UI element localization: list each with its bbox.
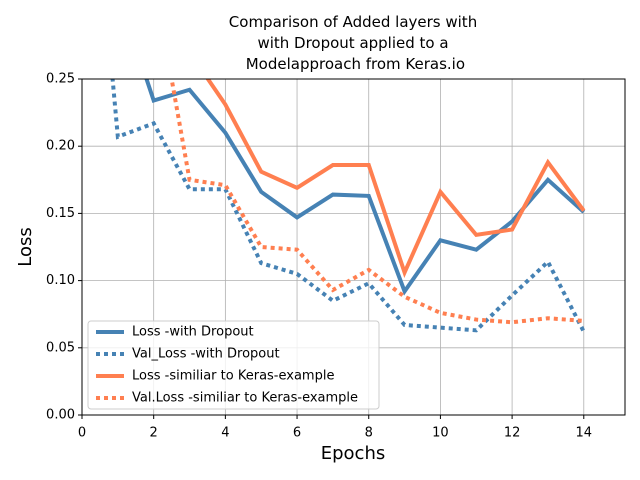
series-line [110, 79, 586, 333]
legend-label: Loss -similiar to Keras-example [132, 369, 334, 384]
x-tick-label: 4 [221, 426, 229, 441]
legend-label: Val_Loss -with Dropout [132, 347, 280, 362]
axes-frame [81, 78, 626, 416]
x-tick-label: 8 [365, 426, 373, 441]
y-tick-label: 0.20 [46, 139, 75, 154]
series-line [169, 79, 584, 325]
legend: Loss -with Dropout Val_Loss -with Dropout… [87, 320, 380, 410]
x-tick-label: 0 [78, 426, 86, 441]
y-tick-label: 0.25 [46, 72, 75, 87]
x-tick-label: 2 [150, 426, 158, 441]
legend-label: Loss -with Dropout [132, 325, 254, 340]
y-tick-label: 0.15 [46, 206, 75, 221]
x-tick-label: 12 [504, 426, 521, 441]
legend-label: Val.Loss -similiar to Keras-example [132, 391, 358, 406]
y-axis-label: Loss [15, 227, 36, 266]
x-tick-label: 6 [293, 426, 301, 441]
legend-box [87, 320, 380, 410]
chart-title: Comparison of Added layers with with Drop… [229, 13, 477, 73]
y-tick-label: 0.10 [46, 273, 75, 288]
series-line [205, 79, 586, 279]
x-axis-label: Epochs [321, 443, 386, 464]
x-tick-label: 10 [432, 426, 449, 441]
y-tick-label: 0.00 [46, 408, 75, 423]
plot-area [110, 79, 586, 333]
y-tick-label: 0.05 [46, 340, 75, 355]
x-tick-label: 14 [576, 426, 593, 441]
